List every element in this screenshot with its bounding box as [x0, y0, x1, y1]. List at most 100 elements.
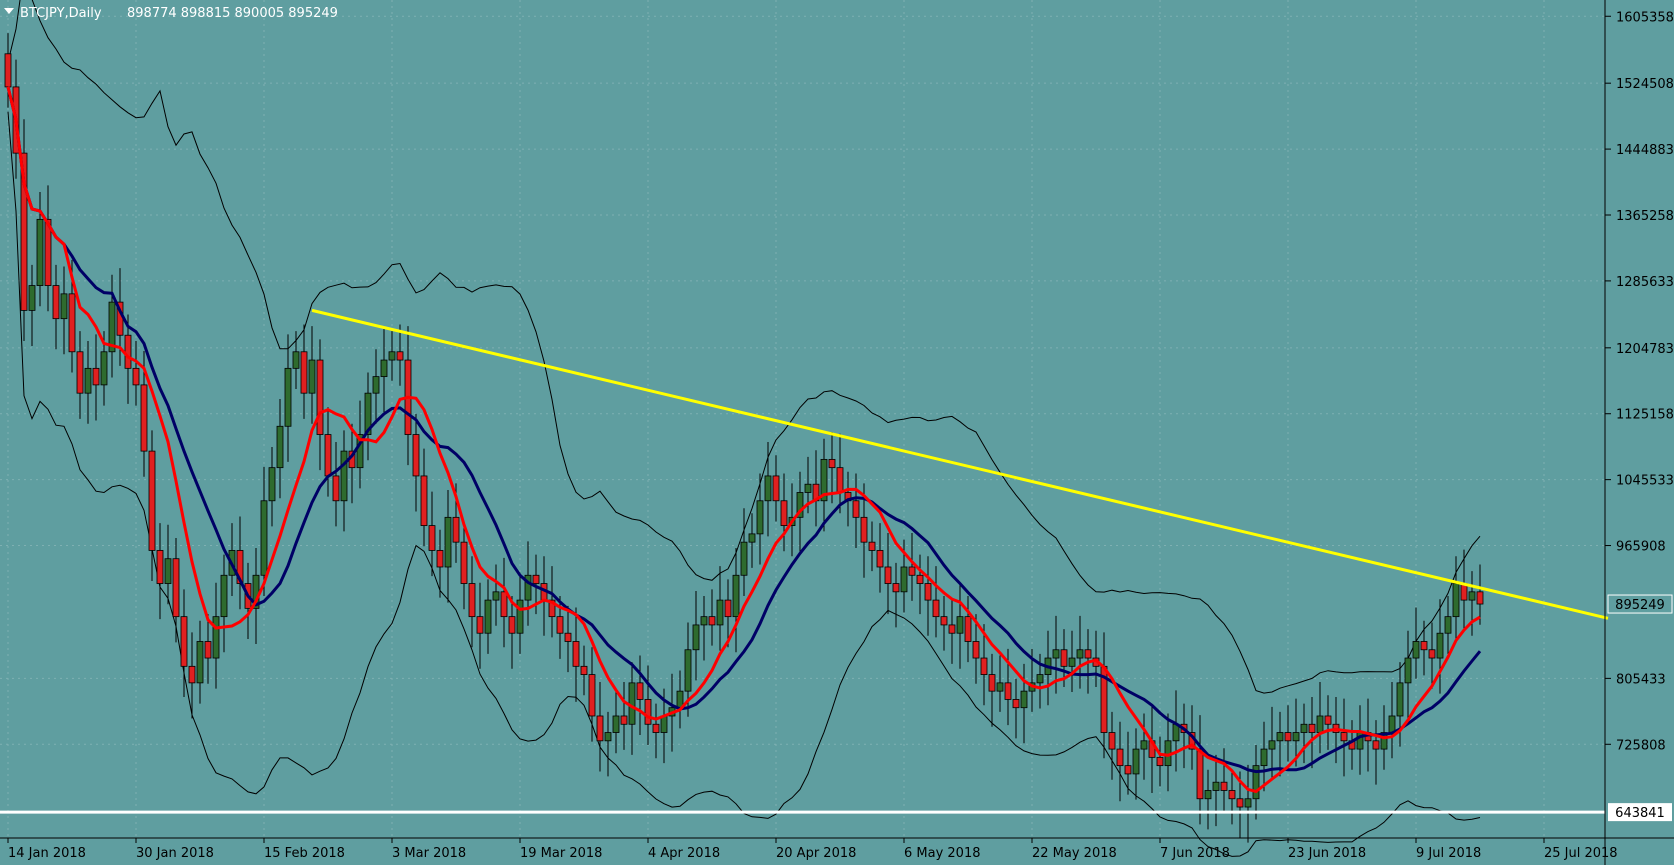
- candle-body: [1140, 740, 1148, 750]
- candle-body: [820, 458, 828, 502]
- candle-body: [924, 583, 932, 601]
- support-price-label: 643841: [1615, 806, 1665, 821]
- y-tick-label: 1605358: [1616, 10, 1674, 25]
- y-tick-label: 965908: [1616, 540, 1666, 555]
- candlesticks: [4, 33, 1484, 843]
- candle-body: [1468, 591, 1476, 601]
- candle-body: [220, 574, 228, 618]
- candle-body: [92, 367, 100, 386]
- candle-body: [292, 351, 300, 369]
- candle-body: [1452, 583, 1460, 618]
- candle-body: [796, 492, 804, 518]
- candle-body: [644, 699, 652, 725]
- candle-body: [436, 550, 444, 568]
- candle-body: [1020, 690, 1028, 709]
- candle-body: [932, 599, 940, 618]
- candle-body: [1116, 748, 1124, 767]
- candle-body: [28, 285, 36, 311]
- y-tick-label: 1045533: [1616, 474, 1674, 489]
- candle-body: [604, 732, 612, 742]
- candle-body: [772, 475, 780, 502]
- candle-body: [1196, 748, 1204, 800]
- candle-body: [884, 566, 892, 584]
- y-tick-label: 1444883: [1616, 143, 1674, 158]
- x-tick-label: 19 Mar 2018: [520, 846, 602, 861]
- candle-body: [692, 624, 700, 651]
- symbol-label: BTCJPY,Daily: [20, 6, 102, 21]
- candle-body: [1108, 732, 1116, 750]
- candle-body: [532, 574, 540, 584]
- fast-ma-line: [6, 86, 1481, 794]
- candle-body: [1132, 748, 1140, 775]
- bollinger-bands: [7, 0, 1481, 857]
- candle-body: [708, 616, 716, 626]
- candle-body: [1412, 641, 1420, 659]
- candle-body: [1276, 732, 1284, 742]
- candle-body: [68, 293, 76, 353]
- candle-body: [556, 616, 564, 634]
- candle-body: [1060, 649, 1068, 667]
- x-tick-label: 15 Feb 2018: [264, 846, 345, 861]
- candle-body: [1004, 682, 1012, 700]
- candle-body: [1420, 641, 1428, 651]
- candle-body: [1428, 649, 1436, 659]
- candle-body: [500, 591, 508, 618]
- candle-body: [452, 516, 460, 543]
- candle-body: [1156, 756, 1164, 767]
- candle-body: [324, 434, 332, 477]
- candle-body: [564, 632, 572, 642]
- candle-body: [948, 624, 956, 634]
- candle-body: [284, 367, 292, 427]
- candle-body: [1012, 699, 1020, 709]
- candle-body: [84, 367, 92, 394]
- x-tick-label: 22 May 2018: [1032, 846, 1117, 861]
- candle-body: [828, 458, 836, 469]
- candle-body: [572, 641, 580, 667]
- candle-body: [1228, 790, 1236, 800]
- candle-body: [236, 550, 244, 584]
- x-tick-label: 7 Jun 2018: [1160, 846, 1230, 861]
- candle-body: [620, 715, 628, 725]
- candle-body: [372, 376, 380, 394]
- candle-body: [700, 616, 708, 626]
- candle-body: [636, 682, 644, 700]
- candle-body: [44, 218, 52, 286]
- candle-body: [140, 384, 148, 452]
- candle-body: [364, 392, 372, 435]
- candle-body: [164, 558, 172, 584]
- price-axis: 1605358 1524508 1444883 1365258 1285633 12047…: [1605, 10, 1674, 753]
- candle-body: [780, 500, 788, 527]
- candle-body: [172, 558, 180, 618]
- candle-body: [596, 715, 604, 742]
- candle-body: [1212, 781, 1220, 791]
- candle-body: [1124, 765, 1132, 775]
- candle-body: [188, 665, 196, 684]
- candle-body: [516, 599, 524, 634]
- candle-body: [380, 359, 388, 378]
- candle-body: [1260, 748, 1268, 767]
- candle-body: [916, 574, 924, 584]
- candle-body: [476, 616, 484, 634]
- y-tick-label: 1204783: [1616, 342, 1674, 357]
- candle-body: [940, 616, 948, 626]
- candle-body: [356, 434, 364, 469]
- candle-body: [732, 574, 740, 618]
- y-tick-label: 1365258: [1616, 209, 1674, 224]
- x-tick-label: 30 Jan 2018: [136, 846, 214, 861]
- candle-body: [900, 566, 908, 593]
- descending-trendline[interactable]: [311, 308, 1609, 620]
- candle-body: [580, 665, 588, 675]
- candle-body: [908, 566, 916, 576]
- y-tick-label: 1285633: [1616, 275, 1674, 290]
- x-tick-label: 25 Jul 2018: [1544, 846, 1618, 861]
- support-price-tag: 643841: [1608, 803, 1672, 822]
- candle-body: [1268, 740, 1276, 750]
- candle-body: [1444, 616, 1452, 634]
- candle-body: [1252, 765, 1260, 800]
- candle-body: [412, 434, 420, 477]
- candle-body: [4, 53, 12, 88]
- time-axis: 14 Jan 2018 30 Jan 2018 15 Feb 2018 3 Mar 2…: [7, 838, 1618, 861]
- dropdown-triangle-icon[interactable]: [4, 8, 14, 14]
